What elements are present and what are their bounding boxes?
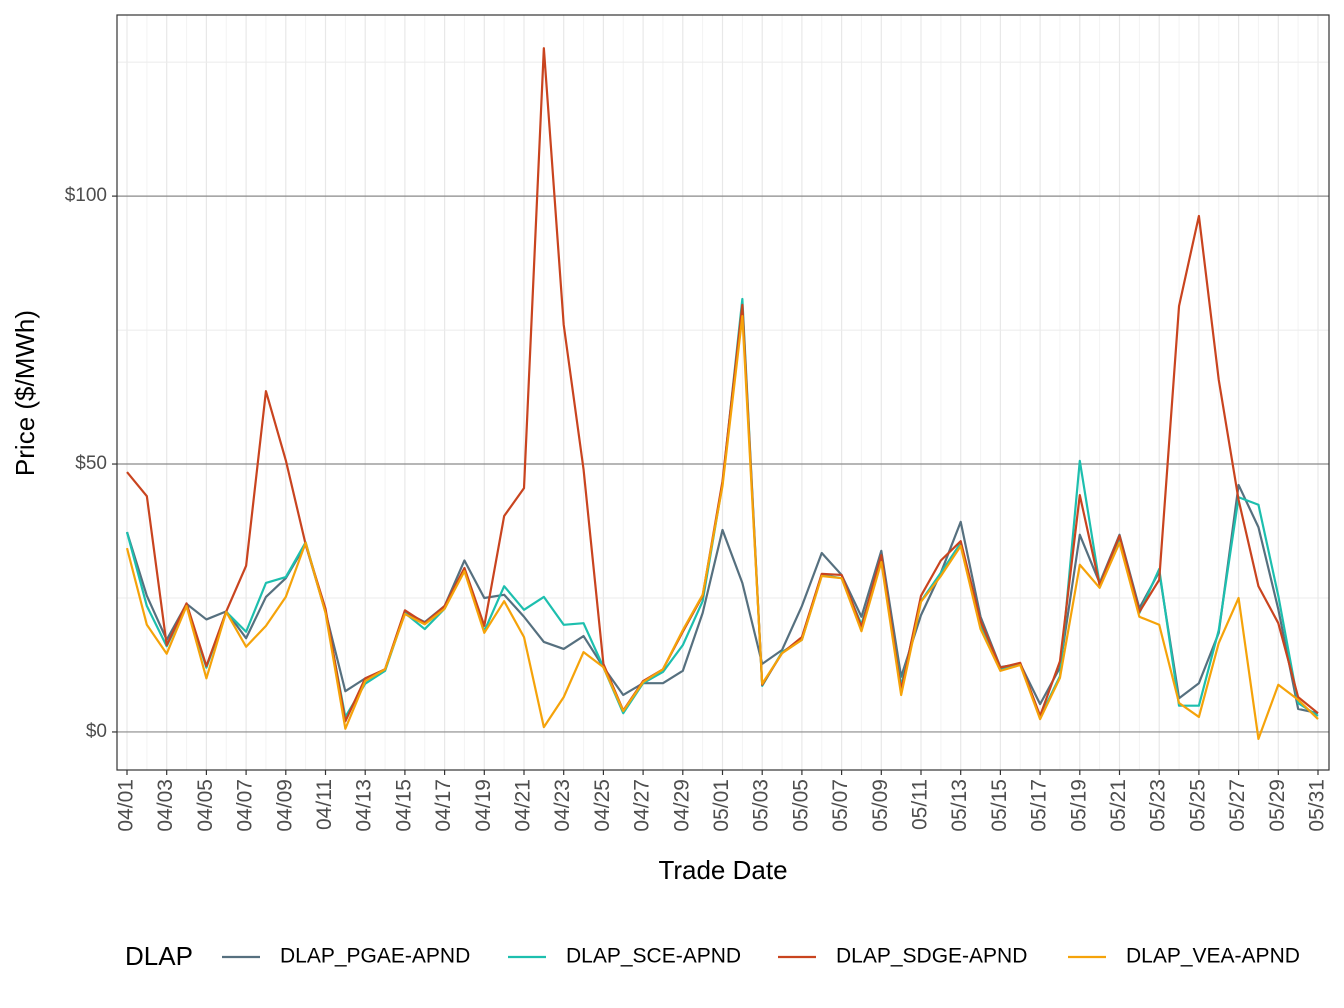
y-tick-label: $50 [75,453,107,474]
x-tick-label: 04/07 [234,779,257,832]
x-tick-label: 05/01 [710,779,733,832]
x-tick-label: 05/23 [1147,779,1170,832]
x-tick-label: 04/09 [273,779,296,832]
y-tick-label: $0 [86,721,107,742]
x-tick-label: 04/01 [115,779,138,832]
x-axis-title: Trade Date [658,855,787,885]
x-tick-label: 05/17 [1028,779,1051,832]
x-tick-label: 04/19 [472,779,495,832]
legend-title: DLAP [125,941,193,971]
legend-label: DLAP_VEA-APND [1126,945,1300,968]
x-tick-label: 05/13 [948,779,971,832]
x-tick-label: 04/27 [631,779,654,832]
x-tick-label: 05/27 [1226,779,1249,832]
x-tick-label: 05/15 [988,779,1011,832]
plot-border [116,14,1330,771]
x-tick-label: 04/21 [512,779,535,832]
x-tick-label: 05/11 [909,779,932,830]
x-tick-label: 05/21 [1107,779,1130,832]
legend-label: DLAP_PGAE-APND [280,945,470,968]
x-tick-label: 04/03 [154,779,177,832]
x-tick-label: 05/07 [829,779,852,832]
x-tick-label: 04/05 [194,779,217,832]
x-tick-label: 04/15 [392,779,415,832]
x-tick-label: 05/09 [869,779,892,832]
x-tick-label: 05/31 [1306,779,1329,832]
x-tick-label: 05/03 [750,779,773,832]
series-line [125,315,1319,741]
x-tick-label: 05/25 [1186,779,1209,832]
x-tick-label: 05/29 [1266,779,1289,832]
x-tick-label: 04/17 [432,779,455,832]
legend-label: DLAP_SCE-APND [566,945,741,968]
x-tick-label: 04/25 [591,779,614,832]
legend-label: DLAP_SDGE-APND [836,945,1027,968]
x-tick-label: 04/23 [551,779,574,832]
x-tick-label: 05/05 [789,779,812,832]
x-tick-label: 04/11 [313,779,336,830]
x-tick-label: 05/19 [1067,779,1090,832]
y-axis-title: Price ($/MWh) [10,310,40,476]
x-tick-label: 04/29 [670,779,693,832]
x-tick-label: 04/13 [353,779,376,832]
y-tick-label: $100 [65,185,107,206]
